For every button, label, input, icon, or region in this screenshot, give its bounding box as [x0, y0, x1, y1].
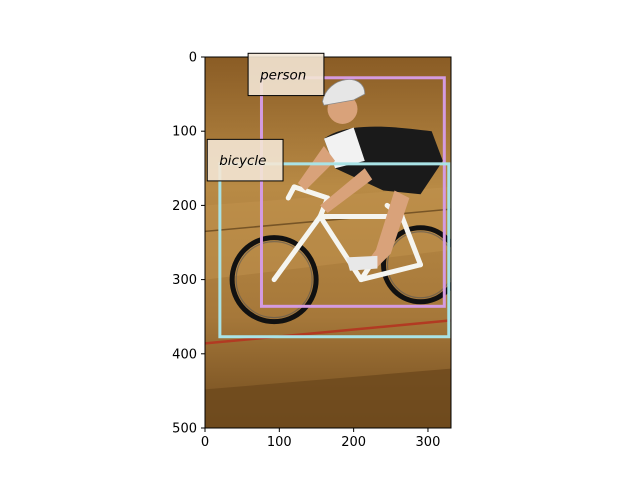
bicycle-bounding-box [218, 162, 451, 339]
y-axis: 0 100 200 300 400 500 [172, 51, 205, 437]
rider-left-arm [297, 146, 336, 191]
track-dark-line [205, 208, 451, 233]
front-wheel [229, 235, 319, 325]
track-red-line [205, 319, 451, 345]
x-tick-label: 100 [267, 435, 292, 450]
rider-shoe [346, 255, 378, 271]
bounding-boxes: person bicycle [206, 52, 451, 339]
y-tick-label: 300 [172, 273, 197, 288]
person-label-tag [247, 52, 325, 97]
y-tick-label: 0 [189, 51, 197, 66]
bike-frame-tube [285, 184, 297, 201]
rider-jersey-white [323, 127, 365, 169]
cyclist-photo [205, 57, 451, 428]
bike-frame-tube [358, 262, 424, 283]
person-bounding-box [259, 76, 446, 308]
front-wheel-rim [235, 241, 313, 319]
rear-wheel-rim [386, 231, 451, 299]
rear-wheel [381, 225, 451, 305]
y-tick-label: 400 [172, 347, 197, 362]
y-tick-label: 200 [172, 199, 197, 214]
person-label-text: person [259, 67, 306, 83]
rider-helmet [322, 79, 366, 106]
bicycle-label-text: bicycle [219, 153, 266, 169]
track-shadow [205, 368, 451, 428]
bike-frame-tube [291, 184, 331, 201]
x-tick-label: 0 [201, 435, 209, 450]
bike-frame-tube [399, 214, 424, 268]
x-tick-label: 300 [416, 435, 441, 450]
bicycle-label-tag [206, 138, 284, 182]
rider-right-arm [320, 168, 373, 213]
y-tick-label: 100 [172, 125, 197, 140]
rider-leg [364, 190, 410, 269]
x-tick-label: 200 [341, 435, 366, 450]
axes-frame [204, 56, 452, 429]
y-tick-label: 500 [172, 422, 197, 437]
x-axis: 0 100 200 300 [201, 428, 441, 450]
bike-frame-tube [271, 214, 323, 283]
